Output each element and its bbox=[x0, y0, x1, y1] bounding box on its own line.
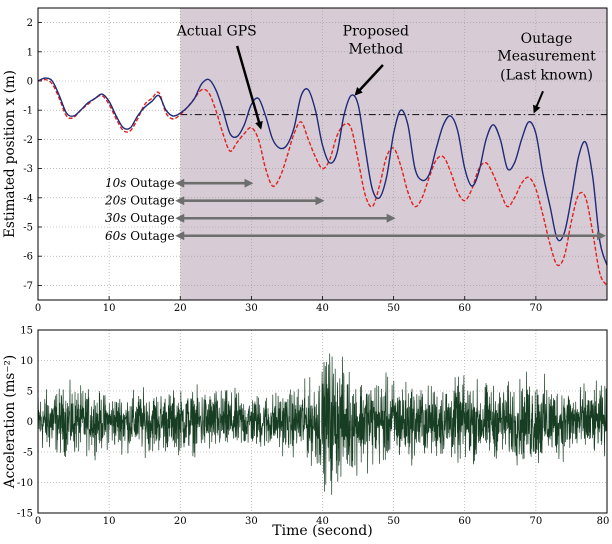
position-grid bbox=[37, 8, 607, 300]
series-proposed-method bbox=[37, 77, 608, 266]
y-tick-label: 5 bbox=[27, 387, 33, 398]
arrow-outage-measurement bbox=[533, 90, 544, 114]
annotation-proposed-text: Proposed bbox=[343, 24, 409, 40]
annotation-outage-text: Outage bbox=[521, 31, 573, 47]
y-tick-label: 2 bbox=[27, 18, 33, 29]
y-tick-label: -1 bbox=[23, 106, 33, 117]
y-tick-label: -3 bbox=[23, 164, 33, 175]
x-tick-label: 70 bbox=[530, 516, 543, 527]
x-tick-label: 30 bbox=[245, 303, 258, 314]
x-tick-label: 10 bbox=[103, 516, 116, 527]
outage-marker-30s: 30s Outage bbox=[105, 211, 396, 225]
annotation-proposed-method: Proposed Method bbox=[343, 24, 409, 96]
annotation-last-known-text: (Last known) bbox=[500, 68, 593, 84]
position-y-axis-label: Estimated position x (m) bbox=[2, 70, 18, 238]
x-tick-label: 20 bbox=[174, 516, 187, 527]
series-actual-gps bbox=[37, 78, 608, 286]
outage-word: Outage bbox=[126, 176, 174, 190]
annotation-actual-gps-text: Actual GPS bbox=[176, 24, 257, 40]
x-tick-label: 0 bbox=[35, 303, 41, 314]
outage-marker-10s: 10s Outage bbox=[105, 176, 254, 190]
x-tick-label: 60 bbox=[458, 303, 471, 314]
x-tick-label: 70 bbox=[530, 303, 543, 314]
acceleration-y-ticks: 15 10 5 0 -5 -10 -15 bbox=[17, 326, 33, 520]
position-x-ticks: 0 10 20 30 40 50 60 70 bbox=[35, 296, 542, 314]
y-tick-label: -4 bbox=[23, 193, 33, 204]
arrow-proposed-method bbox=[354, 64, 384, 96]
outage-marker-20s: 20s Outage bbox=[104, 194, 325, 208]
position-y-ticks: 2 1 0 -1 -2 -3 -4 -5 -6 -7 bbox=[23, 18, 42, 292]
acceleration-y-axis-label: Acceleration (ms⁻²) bbox=[2, 355, 18, 489]
outage-duration: 30s bbox=[105, 211, 126, 225]
outage-duration: 10s bbox=[105, 176, 126, 190]
y-tick-label: 15 bbox=[20, 326, 33, 337]
position-plot-frame bbox=[37, 7, 608, 301]
x-tick-label: 40 bbox=[316, 303, 329, 314]
x-tick-label: 50 bbox=[387, 303, 400, 314]
y-tick-label: -6 bbox=[23, 252, 33, 263]
x-tick-label: 10 bbox=[103, 303, 116, 314]
outage-label: 30s Outage bbox=[105, 211, 175, 225]
x-tick-label: 50 bbox=[387, 516, 400, 527]
x-tick-label: 40 bbox=[316, 516, 329, 527]
x-tick-label: 30 bbox=[245, 516, 258, 527]
x-tick-label: 60 bbox=[458, 516, 471, 527]
outage-label: 20s Outage bbox=[104, 194, 175, 208]
position-chart: 0 10 20 30 40 50 60 70 210-1-2-3-4-5-6-7 Actual… bbox=[2, 7, 608, 314]
annotation-measurement-text: Measurement bbox=[497, 49, 596, 65]
outage-label: 60s Outage bbox=[105, 229, 175, 243]
y-tick-label: -15 bbox=[17, 509, 33, 520]
x-tick-label: 20 bbox=[174, 303, 187, 314]
outage-duration: 20s bbox=[104, 194, 126, 208]
y-tick-label: -10 bbox=[17, 478, 33, 489]
y-tick-label: -5 bbox=[23, 448, 33, 459]
y-tick-label: -7 bbox=[23, 281, 33, 292]
y-tick-label: 1 bbox=[27, 47, 33, 58]
y-tick-label: -2 bbox=[23, 135, 33, 146]
outage-word: Outage bbox=[126, 229, 174, 243]
series-acceleration bbox=[37, 353, 608, 495]
y-tick-label: 10 bbox=[20, 356, 33, 367]
annotation-method-text: Method bbox=[349, 41, 404, 57]
outage-word: Outage bbox=[126, 194, 174, 208]
outage-label: 10s Outage bbox=[105, 176, 175, 190]
outage-duration: 60s bbox=[105, 229, 126, 243]
y-tick-label: 0 bbox=[27, 77, 33, 88]
outage-marker-60s: 60s Outage bbox=[105, 229, 606, 243]
y-tick-label: -5 bbox=[23, 223, 33, 234]
arrow-actual-gps bbox=[235, 45, 263, 130]
annotation-actual-gps: Actual GPS bbox=[176, 24, 263, 130]
annotation-outage-measurement: Outage Measurement (Last known) bbox=[497, 31, 596, 114]
outage-word: Outage bbox=[126, 211, 174, 225]
x-tick-label: 80 bbox=[597, 516, 610, 527]
x-tick-label: 0 bbox=[35, 516, 41, 527]
acceleration-x-ticks: 0 10 20 30 40 50 60 70 80 bbox=[35, 516, 610, 527]
y-tick-label: 0 bbox=[27, 417, 33, 428]
time-x-axis-label: Time (second) bbox=[272, 523, 372, 539]
acceleration-plot-frame bbox=[37, 329, 608, 514]
